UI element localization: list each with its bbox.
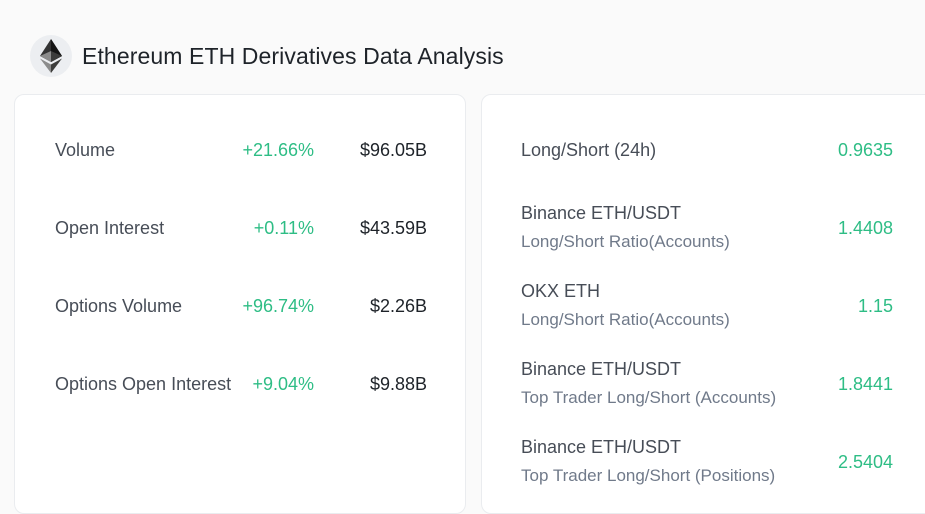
ratio-row-long-short-24h: Long/Short (24h) 0.9635 <box>521 135 893 165</box>
ratio-row-binance-top-trader-positions: Binance ETH/USDT Top Trader Long/Short (… <box>521 432 893 490</box>
ratio-label: Binance ETH/USDT <box>521 359 682 379</box>
ratio-value: 1.8441 <box>837 374 893 394</box>
stat-row-options-volume: Options Volume +96.74% $2.26B <box>55 291 427 321</box>
stat-label: Options Open Interest <box>55 374 232 394</box>
ratio-value: 0.9635 <box>837 140 893 160</box>
derivatives-summary-card: Volume +21.66% $96.05B Open Interest +0.… <box>14 94 466 514</box>
ratio-row-binance-top-trader-accounts: Binance ETH/USDT Top Trader Long/Short (… <box>521 354 893 412</box>
stat-change: +9.04% <box>252 374 314 394</box>
ratio-sublabel: Top Trader Long/Short (Positions) <box>521 466 776 485</box>
stat-row-open-interest: Open Interest +0.11% $43.59B <box>55 213 427 243</box>
ratio-row-okx-accounts: OKX ETH Long/Short Ratio(Accounts) 1.15 <box>521 276 893 334</box>
stat-change: +21.66% <box>242 140 314 160</box>
stat-row-options-open-interest: Options Open Interest +9.04% $9.88B <box>55 369 427 399</box>
stat-change: +96.74% <box>242 296 314 316</box>
ratio-sublabel: Long/Short Ratio(Accounts) <box>521 232 730 251</box>
ratio-label: OKX ETH <box>521 281 601 301</box>
stat-value: $9.88B <box>369 374 427 394</box>
ratio-value: 1.4408 <box>837 218 893 238</box>
page-header: Ethereum ETH Derivatives Data Analysis <box>30 35 504 77</box>
ratio-value: 1.15 <box>857 296 893 316</box>
ethereum-icon <box>30 35 72 77</box>
ratio-sublabel: Top Trader Long/Short (Accounts) <box>521 388 777 407</box>
ratio-value: 2.5404 <box>837 452 893 472</box>
ratio-label: Binance ETH/USDT <box>521 203 682 223</box>
stat-label: Volume <box>55 140 116 160</box>
stat-change: +0.11% <box>253 218 314 238</box>
stat-value: $96.05B <box>359 140 427 160</box>
ratio-label: Long/Short (24h) <box>521 140 657 160</box>
stat-label: Options Volume <box>55 296 183 316</box>
ratio-sublabel: Long/Short Ratio(Accounts) <box>521 310 730 329</box>
stat-label: Open Interest <box>55 218 165 238</box>
stat-row-volume: Volume +21.66% $96.05B <box>55 135 427 165</box>
page-title: Ethereum ETH Derivatives Data Analysis <box>82 42 504 69</box>
stat-value: $43.59B <box>359 218 427 238</box>
ratio-row-binance-accounts: Binance ETH/USDT Long/Short Ratio(Accoun… <box>521 198 893 256</box>
stat-value: $2.26B <box>369 296 427 316</box>
long-short-ratio-card: Long/Short (24h) 0.9635 Binance ETH/USDT… <box>481 94 925 514</box>
ratio-label: Binance ETH/USDT <box>521 437 682 457</box>
